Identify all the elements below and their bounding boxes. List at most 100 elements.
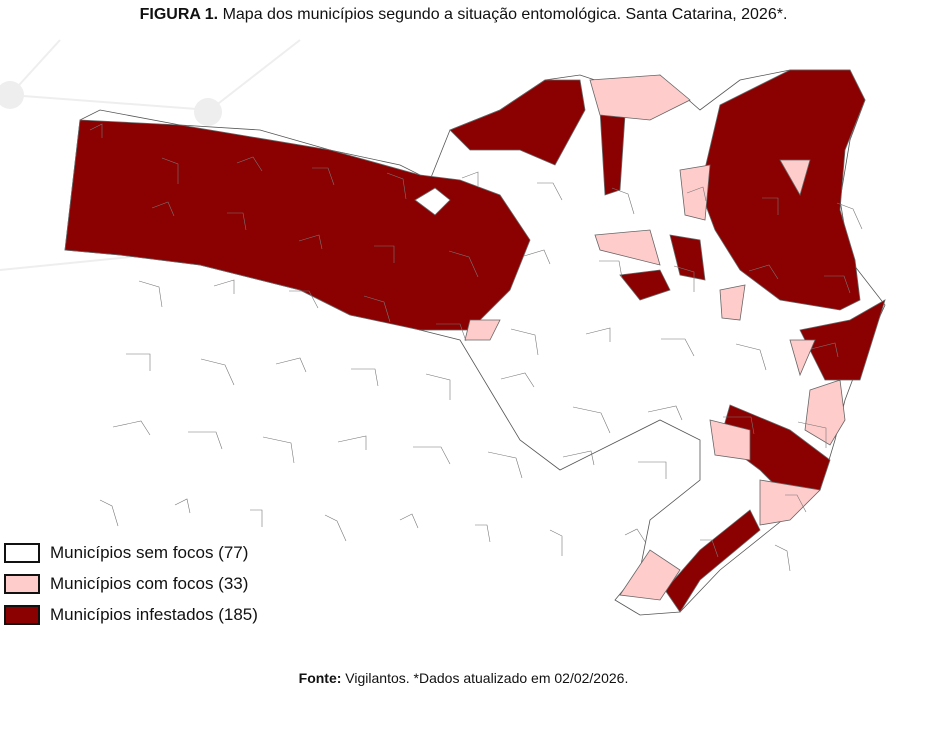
municipality-border — [562, 450, 595, 466]
municipality-border — [151, 201, 175, 217]
municipality-border — [250, 509, 263, 527]
background-decoration — [0, 39, 301, 271]
municipality-border — [723, 416, 755, 435]
municipality-border — [599, 260, 623, 279]
region-com-focos — [589, 74, 691, 121]
municipality-border — [413, 446, 451, 465]
legend-label: Municípios com focos (33) — [50, 573, 249, 593]
region-com-focos — [709, 419, 751, 461]
legend-label: Municípios sem focos (77) — [50, 542, 249, 562]
decor-node — [0, 81, 24, 109]
municipality-border — [399, 513, 419, 529]
region-sem-focos — [414, 187, 451, 216]
region-infestados — [699, 69, 866, 311]
municipality-border — [200, 358, 235, 386]
municipality-border — [138, 280, 163, 308]
legend-swatch — [4, 604, 40, 625]
municipality-border — [351, 368, 379, 387]
municipality-border — [425, 373, 451, 400]
municipality-border — [624, 528, 647, 544]
municipality-border — [386, 172, 407, 200]
legend-item-infestados: Municípios infestados (185) — [4, 599, 258, 630]
region-com-focos — [464, 319, 501, 341]
municipality-border — [174, 498, 191, 514]
municipality-border — [312, 167, 335, 186]
figure-label: FIGURA 1. — [139, 6, 219, 23]
region-infestados — [669, 234, 706, 281]
decor-node — [194, 98, 222, 126]
municipality-border — [549, 529, 563, 556]
municipality-border — [647, 405, 683, 421]
region-com-focos — [789, 339, 816, 377]
municipality-border — [448, 250, 479, 278]
municipality-border — [673, 265, 695, 292]
legend-item-sem-focos: Municípios sem focos (77) — [4, 537, 258, 568]
municipality-border — [227, 212, 247, 231]
region-com-focos — [679, 164, 711, 221]
municipality-border — [487, 451, 523, 479]
municipality-border — [638, 461, 667, 479]
municipality-border — [735, 343, 767, 371]
region-com-focos — [804, 379, 846, 446]
region-com-focos — [759, 479, 821, 526]
municipality-border — [475, 524, 491, 543]
municipality-border — [374, 245, 395, 263]
legend-label: Municípios infestados (185) — [50, 604, 258, 624]
municipality-border — [762, 197, 779, 215]
municipality-border — [262, 436, 295, 464]
municipality-border — [537, 182, 563, 201]
municipality-border — [188, 431, 223, 450]
municipality-border — [572, 406, 611, 434]
municipality-border — [89, 123, 103, 138]
municipality-border — [523, 249, 551, 265]
legend-swatch — [4, 542, 40, 563]
source-label: Fonte: — [298, 670, 342, 686]
municipality-border — [700, 539, 719, 558]
municipality-border — [585, 327, 611, 342]
map-legend: Municípios sem focos (77) Municípios com… — [4, 537, 258, 630]
region-infestados — [64, 119, 531, 331]
municipality-border — [774, 544, 791, 572]
source-text: Vigilantos. *Dados atualizado em 02/02/2… — [345, 670, 629, 686]
municipality-border — [661, 338, 695, 357]
region-com-focos — [619, 549, 681, 601]
municipality-border — [112, 420, 151, 436]
municipality-border — [289, 290, 319, 309]
map-regions — [64, 69, 886, 616]
figure-title: FIGURA 1. Mapa dos municípios segundo a … — [0, 6, 927, 24]
municipality-border — [363, 295, 391, 323]
region-infestados — [449, 79, 586, 166]
municipality-border — [275, 357, 307, 373]
decor-line — [209, 39, 301, 111]
municipality-border — [836, 202, 863, 230]
municipality-borders — [89, 123, 863, 572]
decor-line — [9, 94, 211, 111]
region-infestados — [799, 299, 886, 381]
municipality-border — [213, 279, 235, 294]
municipality-border — [436, 323, 467, 342]
municipality-border — [748, 264, 779, 280]
municipality-border — [337, 435, 367, 450]
municipality-border — [611, 187, 635, 215]
source-note: Fonte: Vigilantos. *Dados atualizado em … — [0, 670, 927, 686]
municipality-border — [461, 171, 479, 186]
region-com-focos — [594, 229, 661, 266]
municipality-border — [686, 186, 707, 202]
municipality-border — [126, 353, 151, 371]
region-infestados — [619, 269, 671, 301]
municipality-border — [785, 494, 807, 513]
region-com-focos — [719, 284, 746, 321]
legend-item-com-focos: Municípios com focos (33) — [4, 568, 258, 599]
legend-swatch — [4, 573, 40, 594]
figure-caption: Mapa dos municípios segundo a situação e… — [222, 6, 788, 23]
municipality-border — [810, 342, 839, 358]
municipality-border — [161, 157, 179, 184]
municipality-border — [99, 499, 119, 527]
municipality-border — [298, 234, 323, 250]
municipality-border — [324, 514, 347, 542]
municipality-border — [510, 328, 539, 356]
municipality-border — [500, 372, 535, 388]
municipality-border — [236, 156, 263, 172]
municipality-border — [797, 421, 827, 448]
